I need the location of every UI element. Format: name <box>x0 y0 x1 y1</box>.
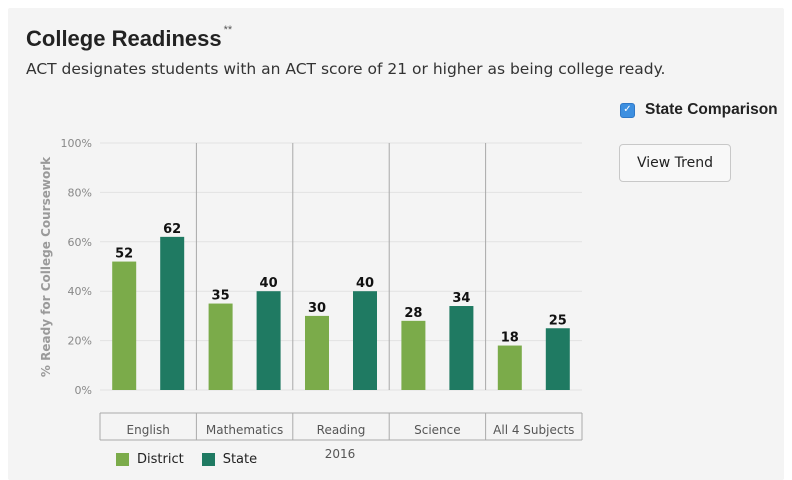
x-axis-label: 2016 <box>325 447 356 461</box>
bar-district <box>305 315 329 390</box>
data-label: 18 <box>501 331 519 346</box>
view-trend-button[interactable]: View Trend <box>619 144 731 182</box>
data-labels: 52 62 35 40 30 40 28 34 18 25 <box>115 222 567 346</box>
chart-panel <box>8 8 784 480</box>
data-label: 25 <box>549 313 567 328</box>
bar-district <box>401 320 426 390</box>
data-label: 40 <box>356 276 374 291</box>
data-label: 35 <box>212 289 230 304</box>
title-text: College Readiness <box>26 26 222 51</box>
y-tick-label: 40% <box>68 285 92 298</box>
bar-state <box>160 236 185 390</box>
y-tick-label: 0% <box>75 384 92 397</box>
y-tick-label: 100% <box>61 137 92 150</box>
y-tick-label: 20% <box>68 335 92 348</box>
data-label: 30 <box>308 301 326 316</box>
y-axis-label: % Ready for College Coursework <box>39 156 53 377</box>
x-axis: English Mathematics Reading Science All 4 Su… <box>99 412 583 441</box>
state-comparison-checkbox[interactable]: ✓ <box>620 102 635 118</box>
y-tick-label: 80% <box>68 186 92 199</box>
bar-state <box>545 328 570 390</box>
category-label: Reading <box>317 423 366 437</box>
data-label: 52 <box>115 247 133 262</box>
category-label: Mathematics <box>206 423 283 437</box>
data-label: 62 <box>163 222 181 237</box>
data-label: 34 <box>452 291 470 306</box>
page-subtitle: ACT designates students with an ACT scor… <box>26 60 666 78</box>
bar-district <box>112 261 137 390</box>
bar-state <box>256 291 281 390</box>
legend-label-state: State <box>222 452 258 467</box>
category-dividers <box>195 143 487 390</box>
legend-item-state: State <box>201 452 258 467</box>
bar-district <box>497 345 522 390</box>
legend-swatch-state <box>201 453 215 466</box>
title-footnote-marker: ** <box>223 24 233 36</box>
bar-district <box>208 303 233 390</box>
checkmark-icon: ✓ <box>623 104 632 115</box>
y-tick-label: 60% <box>68 236 92 249</box>
category-label: Science <box>414 423 461 437</box>
data-label: 28 <box>404 306 422 321</box>
data-label: 40 <box>260 276 278 291</box>
category-label: English <box>127 423 170 437</box>
state-comparison-toggle[interactable]: ✓ State Comparison <box>620 101 778 119</box>
state-comparison-label: State Comparison <box>645 101 778 118</box>
bars <box>112 236 570 390</box>
y-axis-ticks: 0% 20% 40% 60% 80% 100% <box>61 137 92 397</box>
bar-state <box>449 306 474 390</box>
legend-label-district: District <box>137 452 184 467</box>
page-title: College Readiness ** <box>26 24 233 52</box>
legend-swatch-district <box>116 453 129 466</box>
bar-state <box>353 291 377 390</box>
chart-legend: District State <box>116 452 257 467</box>
legend-item-district: District <box>116 452 184 467</box>
category-label: All 4 Subjects <box>493 423 574 437</box>
